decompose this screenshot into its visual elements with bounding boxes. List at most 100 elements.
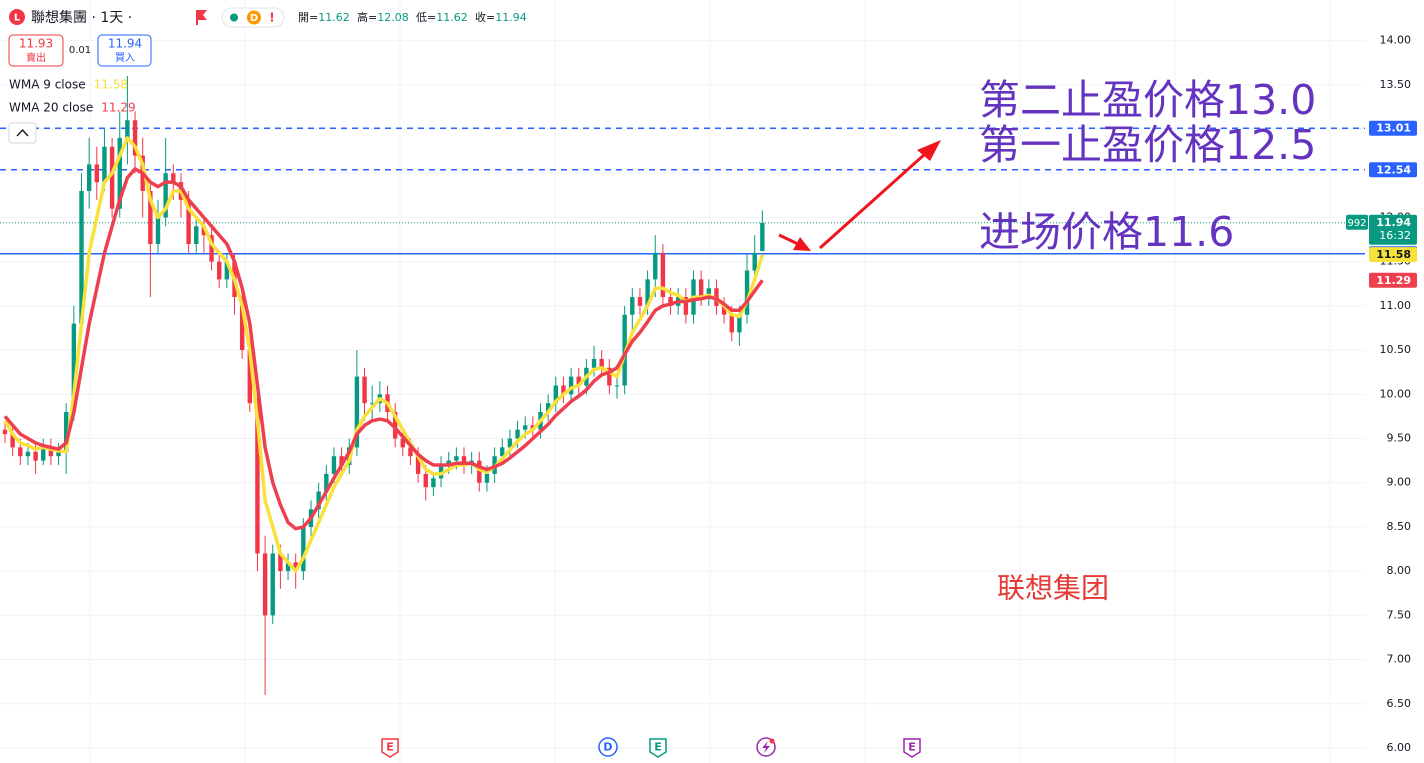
badge-box xyxy=(1346,214,1368,230)
annotation: 联想集团 xyxy=(997,572,1109,605)
event-letter: E xyxy=(386,741,394,754)
candle-body xyxy=(415,456,421,474)
lightning xyxy=(762,741,770,753)
last-price-label: 11.94 xyxy=(1376,216,1411,229)
candle-body xyxy=(301,526,306,572)
candle-body xyxy=(423,473,428,488)
candle-body xyxy=(568,376,574,395)
y-tick-label: 6.50 xyxy=(1387,697,1412,710)
y-tick-label: 8.50 xyxy=(1387,520,1412,533)
plot xyxy=(0,76,1365,695)
ohlc-label: 收= xyxy=(475,10,495,24)
candle-body xyxy=(33,451,38,461)
logo-letter: L xyxy=(14,13,21,24)
candle-body xyxy=(752,252,757,271)
price-line-label-box xyxy=(1369,120,1417,136)
candle-body xyxy=(737,314,742,333)
price-line-label-box xyxy=(1369,162,1417,178)
candle-body xyxy=(41,447,46,461)
series-label-box xyxy=(1369,272,1417,288)
candle-body xyxy=(278,553,283,572)
event-marker[interactable] xyxy=(381,738,399,758)
candle-body xyxy=(331,456,337,474)
event-marker[interactable] xyxy=(598,737,618,757)
wma-line xyxy=(3,136,765,573)
candle-body xyxy=(630,297,635,315)
event-letter: E xyxy=(654,741,662,754)
status-d xyxy=(247,10,261,25)
candle-body xyxy=(653,252,658,280)
event-marker[interactable] xyxy=(649,738,667,758)
y-tick-label: 7.00 xyxy=(1387,653,1412,666)
candle-body xyxy=(637,297,643,306)
candle-body xyxy=(454,456,459,461)
event-marker[interactable] xyxy=(903,738,921,758)
arrow-right-shaft xyxy=(778,233,799,246)
candle-body xyxy=(484,473,490,483)
price-line-label: 12.54 xyxy=(1376,163,1411,176)
candle-body xyxy=(224,261,230,280)
logo xyxy=(9,9,25,25)
time-grid xyxy=(89,0,1331,763)
ohlc-legend: 開= 11.62 高= 12.08 低= 11.62 收= 11.94 xyxy=(298,10,527,24)
candle-body xyxy=(18,447,23,457)
candle-body xyxy=(392,412,398,439)
flag-icon xyxy=(196,10,207,25)
candle-body xyxy=(209,235,214,262)
ohlc-value: 11.62 xyxy=(318,11,350,24)
candle-body xyxy=(400,438,405,448)
candle-body xyxy=(721,305,727,315)
candle-body xyxy=(461,456,467,466)
ohlc-label: 開= xyxy=(298,11,318,24)
sell-button[interactable] xyxy=(8,34,64,67)
candle-body xyxy=(553,385,558,404)
candle-body xyxy=(698,279,704,298)
annotation: 进场价格11.6 xyxy=(979,208,1234,256)
price-axis: 6.00 6.50 7.00 7.50 8.00 8.50 9.00 9.50 10.00 10.… xyxy=(1346,34,1417,754)
last-price-box xyxy=(1369,214,1417,245)
candle-body xyxy=(561,385,566,395)
event-dot xyxy=(769,738,775,744)
spread: 0.01 xyxy=(69,45,91,56)
symbol-title: 聯想集團 · 1天 · xyxy=(31,9,132,26)
candle-body xyxy=(86,164,92,191)
y-tick-label: 8.00 xyxy=(1387,564,1412,577)
candle-body xyxy=(109,146,115,209)
candle-body xyxy=(262,553,268,616)
candle-body xyxy=(706,288,711,298)
candle-body xyxy=(438,465,444,479)
buy-button[interactable] xyxy=(97,34,152,67)
candle-body xyxy=(614,385,620,387)
countdown: 16:32 xyxy=(1379,229,1411,242)
candle-body xyxy=(217,261,222,280)
collapse-button[interactable] xyxy=(8,122,37,144)
status-warning: ! xyxy=(269,11,274,25)
candle-body xyxy=(270,553,275,616)
chevron xyxy=(16,128,29,137)
badge: 992 xyxy=(1347,218,1366,229)
candle-body xyxy=(523,425,528,430)
candle-body xyxy=(64,412,69,452)
y-tick-label: 6.00 xyxy=(1387,741,1412,754)
candle-body xyxy=(515,429,520,439)
series-label: 11.58 xyxy=(1376,248,1411,261)
candle-body xyxy=(255,403,260,554)
y-tick-label: 14.00 xyxy=(1380,34,1412,47)
candle-body xyxy=(354,376,360,448)
y-tick-label: 10.00 xyxy=(1380,387,1412,400)
candle-body xyxy=(339,456,344,466)
candle-body xyxy=(117,137,122,209)
candle-body xyxy=(408,447,413,457)
arrow-right-head xyxy=(793,237,811,251)
candle-body xyxy=(683,297,689,315)
y-tick-label: 9.00 xyxy=(1387,476,1412,489)
candle-body xyxy=(79,190,84,324)
legend-value: 11.29 xyxy=(101,101,135,115)
sell-price: 11.93 xyxy=(19,37,53,51)
candle-body xyxy=(102,146,107,183)
price-line-label: 13.01 xyxy=(1376,122,1411,135)
candle-body xyxy=(370,403,375,405)
